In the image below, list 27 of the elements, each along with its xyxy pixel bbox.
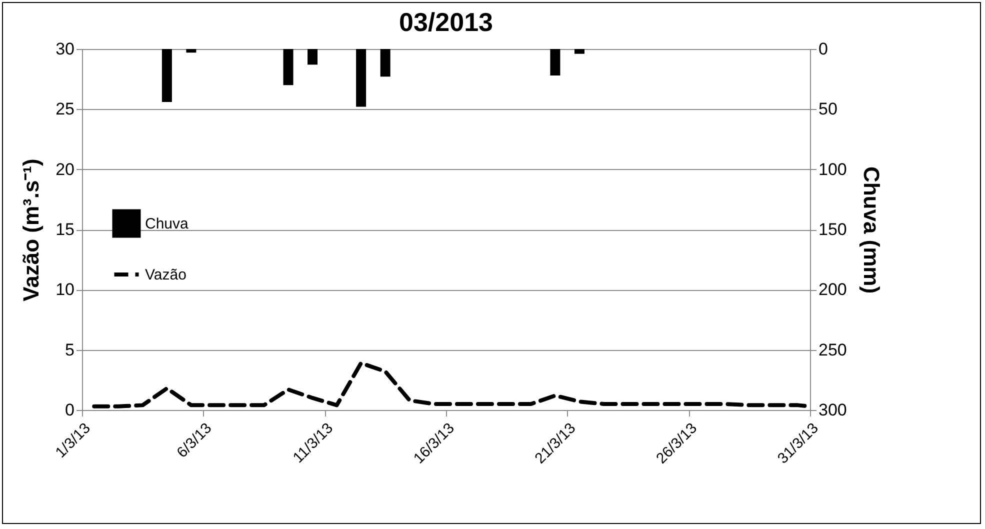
y-tick-label: 10 <box>56 280 74 300</box>
bar <box>162 49 172 102</box>
y2-tick-label: 300 <box>818 400 847 420</box>
bar <box>356 49 366 107</box>
y2-axis-title: Chuva (mm) <box>858 166 884 294</box>
bar <box>380 49 390 77</box>
legend-label: Chuva <box>145 216 190 232</box>
legend-label: Vazão <box>145 266 186 284</box>
chart-title: 03/2013 <box>399 7 493 37</box>
y2-tick-label: 250 <box>818 340 847 360</box>
y2-tick-label: 200 <box>818 280 847 300</box>
y2-tick-label: 0 <box>818 40 828 58</box>
bar <box>186 49 196 53</box>
y2-tick-label: 100 <box>818 160 847 179</box>
y2-tick-label: 150 <box>818 220 847 239</box>
y-tick-label: 15 <box>56 220 74 239</box>
y-tick-label: 0 <box>65 400 74 420</box>
bar <box>308 49 318 65</box>
bar <box>550 49 560 76</box>
bar <box>574 49 584 54</box>
y-tick-label: 5 <box>65 340 74 360</box>
y-axis-title: Vazão (m³.s⁻¹) <box>18 158 44 302</box>
y-tick-label: 20 <box>56 160 74 179</box>
y-tick-label: 30 <box>56 40 74 58</box>
y-tick-label: 25 <box>56 100 74 119</box>
bar <box>283 49 294 86</box>
y2-tick-label: 50 <box>818 100 838 119</box>
